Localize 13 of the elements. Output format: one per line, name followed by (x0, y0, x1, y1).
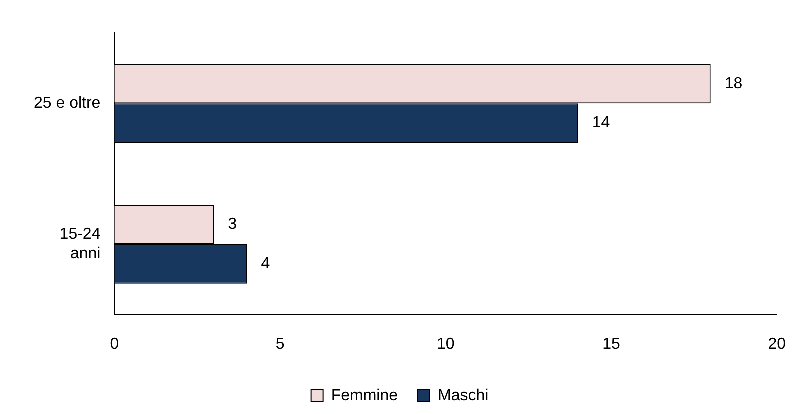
y-tick-label: 25 e oltre (34, 95, 101, 112)
x-tick-label: 20 (768, 336, 786, 353)
data-label: 4 (261, 256, 270, 273)
x-tick-label: 5 (276, 336, 285, 353)
data-label: 3 (228, 216, 238, 234)
y-tick-label: 15-24 anni (60, 226, 101, 262)
data-label: 18 (724, 75, 743, 92)
x-tick-label: 15 (602, 336, 621, 353)
x-tick-label: 10 (437, 336, 455, 353)
legend-label: Femmine (331, 387, 398, 404)
x-tick-label: 0 (110, 336, 120, 353)
legend-label: Maschi (438, 387, 489, 404)
data-label: 14 (592, 114, 610, 132)
